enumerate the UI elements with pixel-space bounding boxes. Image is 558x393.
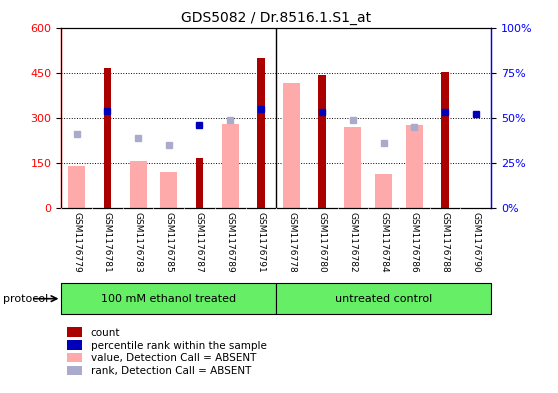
Text: GSM1176791: GSM1176791 [256,212,266,273]
Text: GSM1176788: GSM1176788 [440,212,450,273]
Legend: count, percentile rank within the sample, value, Detection Call = ABSENT, rank, : count, percentile rank within the sample… [66,327,266,376]
Text: GSM1176778: GSM1176778 [287,212,296,273]
FancyBboxPatch shape [61,283,276,314]
Text: GSM1176780: GSM1176780 [318,212,327,273]
Text: GSM1176786: GSM1176786 [410,212,419,273]
Text: GSM1176782: GSM1176782 [348,212,358,273]
Text: GSM1176779: GSM1176779 [72,212,81,273]
Text: GSM1176784: GSM1176784 [379,212,388,273]
Text: protocol: protocol [3,294,48,304]
Bar [344,127,362,208]
Text: GSM1176785: GSM1176785 [164,212,174,273]
Bar [68,166,85,208]
FancyBboxPatch shape [276,283,491,314]
Bar [129,161,147,208]
Bar [160,172,177,208]
Bar [196,158,203,208]
Bar [257,58,264,208]
Text: GSM1176790: GSM1176790 [471,212,480,273]
Text: GSM1176783: GSM1176783 [133,212,143,273]
Bar [222,124,239,208]
Text: GSM1176787: GSM1176787 [195,212,204,273]
Bar [375,174,392,208]
Bar [104,68,111,208]
Text: GSM1176781: GSM1176781 [103,212,112,273]
Text: 100 mM ethanol treated: 100 mM ethanol treated [101,294,237,304]
Text: GSM1176789: GSM1176789 [225,212,235,273]
Bar [406,125,423,208]
Bar [319,75,326,208]
Title: GDS5082 / Dr.8516.1.S1_at: GDS5082 / Dr.8516.1.S1_at [181,11,371,25]
Bar [441,72,449,208]
Bar [283,83,300,208]
Text: untreated control: untreated control [335,294,432,304]
